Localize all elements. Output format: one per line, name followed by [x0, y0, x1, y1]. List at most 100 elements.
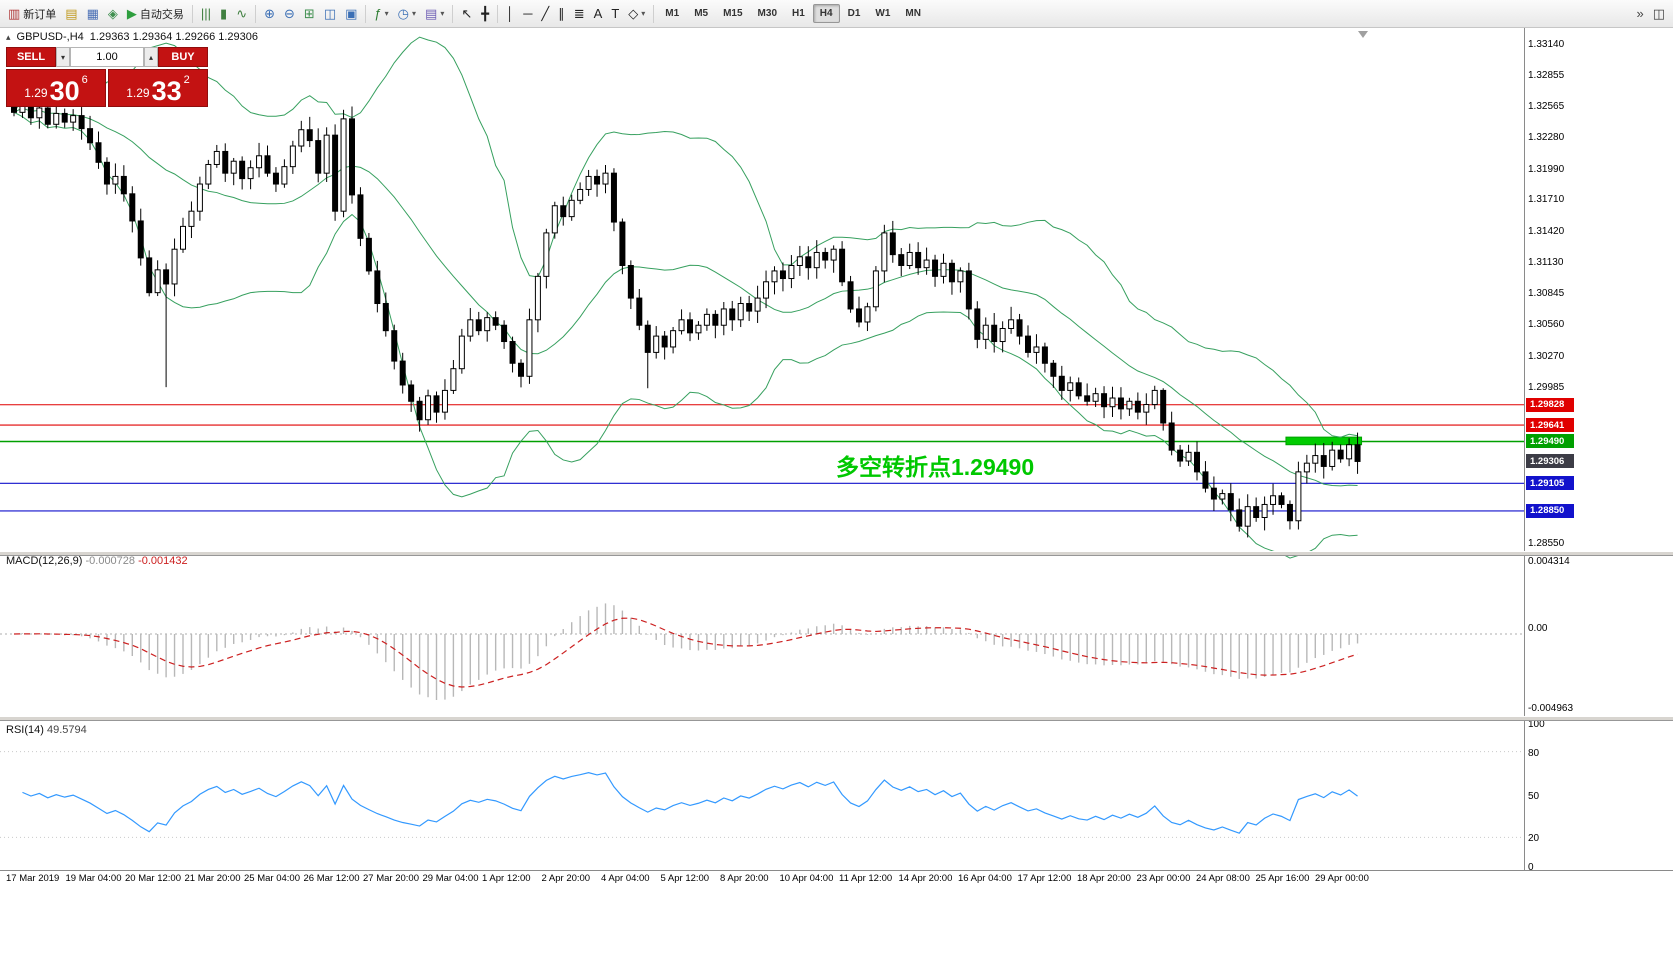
crosshair-button[interactable]: ╋: [477, 3, 493, 25]
dock-panel-button[interactable]: ◫: [1649, 3, 1669, 25]
indicators-button[interactable]: ƒ ▾: [370, 3, 392, 25]
toolbar-separator: [452, 4, 454, 23]
chart-symbol-info: ▴ GBPUSD-,H4 1.29363 1.29364 1.29266 1.2…: [6, 31, 258, 43]
volume-increase-button[interactable]: ▴: [144, 47, 158, 67]
timeframe-h4-button[interactable]: H4: [812, 4, 840, 23]
candles-layer: [11, 91, 1361, 538]
fibonacci-button[interactable]: ≣: [570, 3, 589, 25]
one-click-trading-panel: SELL ▾ 1.00 ▴ BUY 1.29 30 6 1.29 33 2: [6, 47, 208, 107]
zoom-in-button[interactable]: ⊕: [260, 3, 279, 25]
support-resistance-lines: [0, 404, 1524, 512]
sell-price-display[interactable]: 1.29 30 6: [6, 69, 106, 107]
trendline-button[interactable]: ╱: [537, 3, 553, 25]
bollinger-bands: [13, 36, 1358, 559]
buy-price-pip: 2: [183, 74, 190, 86]
vertical-line-icon: │: [506, 6, 515, 21]
toolbar-separator: [653, 4, 655, 23]
rsi-value: 49.5794: [46, 724, 87, 736]
macd-title: MACD(12,26,9): [6, 555, 83, 567]
zoom-out-button[interactable]: ⊖: [280, 3, 299, 25]
tile-windows-icon: ◫: [323, 6, 337, 21]
toolbar-overflow-button[interactable]: »: [1632, 3, 1647, 25]
buy-price-digits: 33: [151, 76, 182, 107]
chart-annotation: 多空转折点1.29490: [836, 454, 1035, 480]
timeframe-m1-button[interactable]: M1: [665, 8, 680, 19]
chart-frame: [0, 28, 1673, 871]
line-chart-button[interactable]: ∿: [232, 3, 251, 25]
new-order-button-label: 新订单: [23, 8, 57, 21]
data-window-button[interactable]: ▦: [83, 3, 103, 25]
new-order-icon: ▥: [8, 6, 21, 21]
line-chart-icon: ∿: [236, 6, 248, 21]
crosshair-icon: ╋: [481, 6, 490, 21]
zoom-in-icon: ⊕: [264, 6, 275, 21]
navigator-button[interactable]: ◈: [104, 3, 122, 25]
chevron-down-icon: ▾: [440, 9, 445, 18]
macd-value-signal: -0.001432: [138, 555, 188, 567]
sell-button[interactable]: SELL: [6, 47, 56, 67]
trendline-icon: ╱: [541, 6, 550, 21]
panel-divider[interactable]: [0, 551, 1673, 556]
periods-button[interactable]: ◷ ▾: [394, 3, 420, 25]
buy-price-prefix: 1.29: [126, 86, 150, 100]
rsi-layer: [0, 751, 1524, 838]
new-order-button[interactable]: ▥ 新订单: [4, 3, 60, 25]
chart-shift-marker[interactable]: [1358, 31, 1368, 38]
shapes-icon: ◇: [628, 6, 639, 21]
rsi-indicator-label: RSI(14) 49.5794: [6, 724, 87, 736]
macd-value-main: -0.000728: [85, 555, 136, 567]
chevron-down-icon: ▾: [412, 9, 417, 18]
timeframe-h1-button[interactable]: H1: [792, 8, 805, 19]
toolbar-separator: [191, 4, 193, 23]
timeframe-mn-button[interactable]: MN: [905, 8, 921, 19]
horizontal-line-icon: ─: [523, 6, 533, 21]
label-icon: T: [611, 6, 620, 21]
volume-input[interactable]: 1.00: [70, 47, 144, 67]
channel-icon: ∥: [558, 6, 565, 21]
channel-button[interactable]: ∥: [554, 3, 569, 25]
bar-chart-button[interactable]: |||: [197, 3, 215, 25]
panel-divider[interactable]: [0, 716, 1673, 721]
toolbar-separator: [497, 4, 499, 23]
buy-button[interactable]: BUY: [158, 47, 208, 67]
vertical-line-button[interactable]: │: [502, 3, 518, 25]
cursor-icon: ↖: [461, 6, 473, 21]
candlestick-chart-button[interactable]: ▮: [216, 3, 231, 25]
label-button[interactable]: T: [607, 3, 623, 25]
cursor-button[interactable]: ↖: [457, 3, 476, 25]
sell-price-prefix: 1.29: [24, 86, 48, 100]
autotrading-button-label: 自动交易: [139, 8, 184, 21]
horizontal-line-button[interactable]: ─: [519, 3, 536, 25]
templates-button[interactable]: ▤ ▾: [421, 3, 448, 25]
dock-panel-icon: ◫: [1652, 6, 1665, 21]
timeframe-w1-button[interactable]: W1: [875, 8, 891, 19]
chart-ohlc-values: 1.29363 1.29364 1.29266 1.29306: [89, 31, 258, 43]
zoom-out-icon: ⊖: [284, 6, 295, 21]
fibonacci-icon: ≣: [573, 6, 585, 21]
auto-arrange-button[interactable]: ⊞: [300, 3, 319, 25]
data-window-icon: ▦: [86, 6, 99, 21]
text-icon: A: [593, 6, 603, 21]
tile-windows-button[interactable]: ◫: [320, 3, 340, 25]
auto-arrange-icon: ⊞: [303, 6, 315, 21]
text-button[interactable]: A: [590, 3, 607, 25]
autotrading-button[interactable]: ▶ 自动交易: [123, 3, 188, 25]
chart-symbol: GBPUSD-,H4: [16, 31, 84, 43]
shapes-button[interactable]: ◇ ▾: [624, 3, 649, 25]
cascade-windows-button[interactable]: ▣: [341, 3, 361, 25]
sell-price-pip: 6: [81, 74, 88, 86]
indicators-icon: ƒ: [374, 6, 382, 21]
timeframe-m5-button[interactable]: M5: [694, 8, 709, 19]
market-watch-button[interactable]: ▤: [61, 3, 81, 25]
timeframe-m30-button[interactable]: M30: [757, 8, 777, 19]
volume-decrease-button[interactable]: ▾: [56, 47, 70, 67]
toolbar-overflow-icon: »: [1636, 6, 1644, 21]
timeframe-d1-button[interactable]: D1: [847, 8, 861, 19]
timeframe-m15-button[interactable]: M15: [723, 8, 743, 19]
chart-marker-icon: ▴: [6, 31, 11, 42]
chevron-down-icon: ▾: [384, 9, 389, 18]
chevron-down-icon: ▾: [641, 9, 646, 18]
toolbar-separator: [255, 4, 257, 23]
buy-price-display[interactable]: 1.29 33 2: [108, 69, 208, 107]
